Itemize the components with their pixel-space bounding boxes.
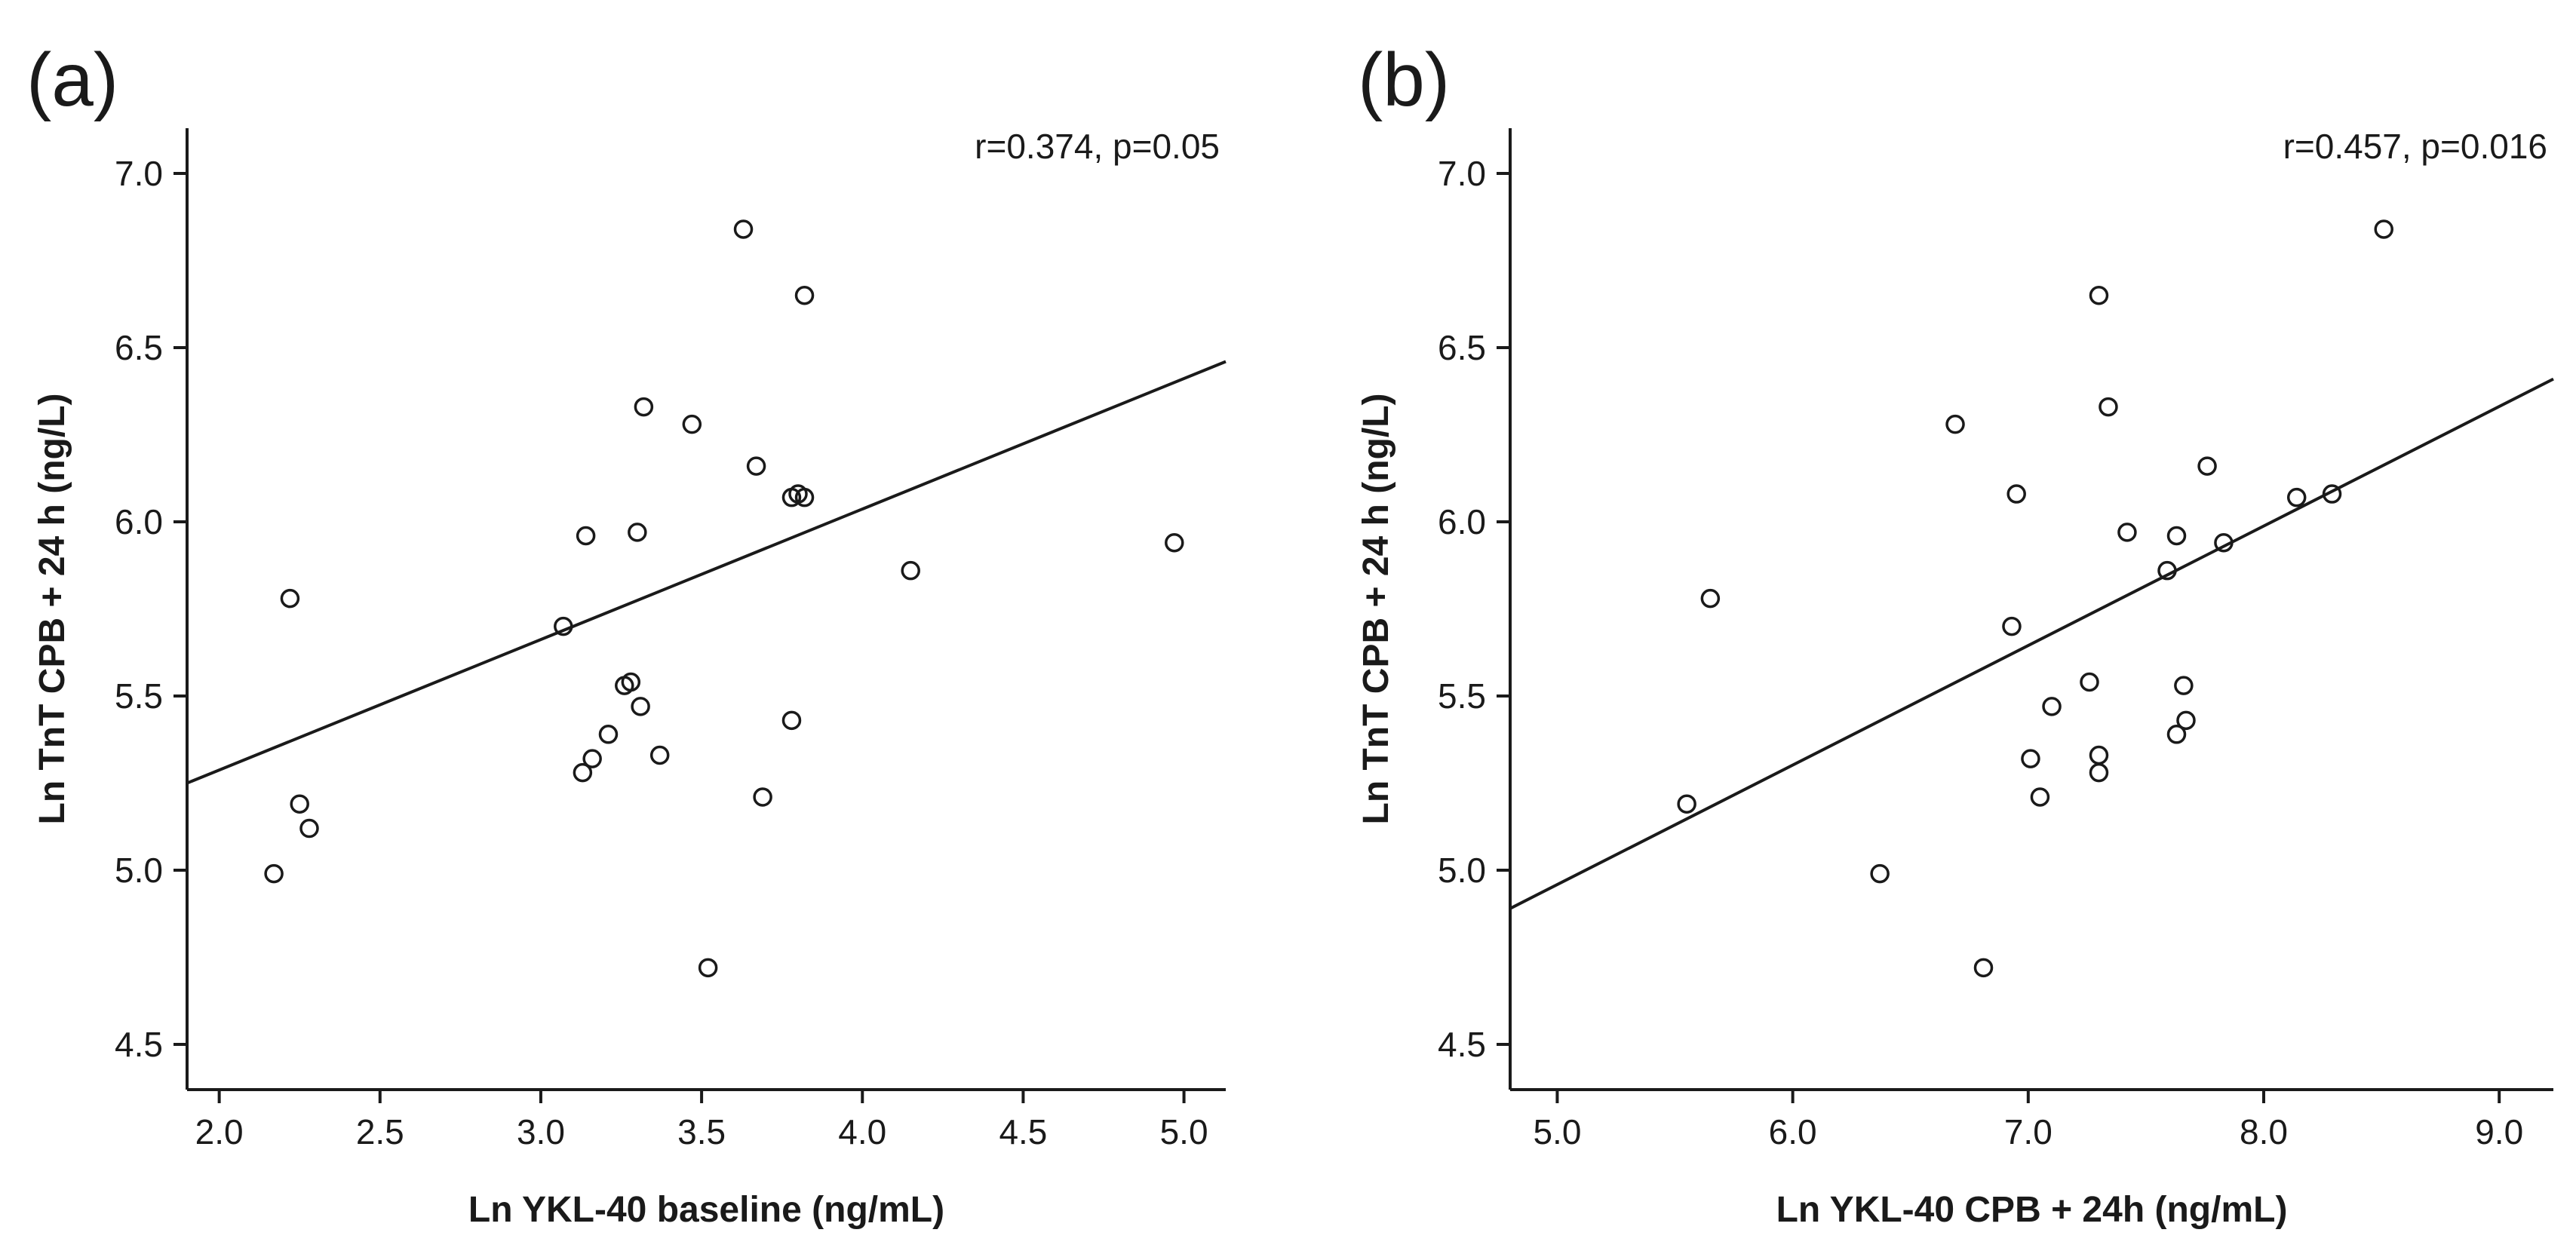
correlation-annotation: r=0.374, p=0.05 [975, 127, 1220, 166]
data-point [1973, 958, 1994, 978]
y-tick-label: 7.0 [1438, 154, 1486, 193]
data-point [753, 787, 772, 807]
data-point [746, 456, 766, 476]
data-point [2176, 710, 2196, 731]
data-point [621, 672, 641, 692]
data-point [2006, 484, 2026, 504]
data-point [598, 725, 619, 744]
data-point [2089, 285, 2109, 305]
panel-a: 2.0 2.5 3.0 3.5 4.0 4.5 5.0 4.5 5.0 5.5 6.0 6.5 7.0 L… [26, 38, 1227, 1230]
y-tick-label: 5.5 [1438, 676, 1486, 716]
data-point [682, 414, 702, 434]
x-tick-label: 8.0 [2240, 1112, 2288, 1151]
data-point [794, 285, 815, 305]
data-point [628, 523, 647, 542]
x-tick-label: 5.0 [1160, 1112, 1208, 1151]
data-point [264, 863, 284, 884]
x-tick-label: 4.5 [999, 1112, 1047, 1151]
x-tick-label: 3.5 [677, 1112, 726, 1151]
data-point [2374, 219, 2393, 239]
data-point [631, 697, 650, 716]
x-tick-label: 6.0 [1769, 1112, 1817, 1151]
data-point [2089, 745, 2109, 765]
data-point [280, 588, 300, 609]
panel-label: (b) [1358, 38, 1450, 122]
data-point [649, 745, 670, 765]
data-point [2174, 676, 2194, 695]
data-point [2030, 787, 2050, 807]
y-tick-label: 5.5 [115, 676, 163, 716]
data-point [733, 219, 754, 239]
data-point [2166, 526, 2187, 546]
x-tick-label: 3.0 [517, 1112, 565, 1151]
y-tick-label: 5.0 [1438, 851, 1486, 890]
panel-label: (a) [26, 38, 118, 122]
data-point [2166, 725, 2187, 744]
data-point [1870, 863, 1890, 884]
y-tick-label: 4.5 [115, 1025, 163, 1064]
x-tick-label: 9.0 [2475, 1112, 2523, 1151]
data-point [634, 397, 654, 417]
data-point [2117, 523, 2137, 542]
y-tick-label: 7.0 [115, 154, 163, 193]
data-point [2021, 749, 2040, 768]
data-point [2042, 697, 2062, 716]
data-point [781, 710, 802, 731]
data-point [2089, 762, 2109, 783]
data-point [2157, 560, 2177, 581]
data-point [1165, 532, 1184, 553]
data-point [290, 794, 309, 814]
data-point [698, 958, 718, 978]
x-tick-label: 2.5 [356, 1112, 404, 1151]
y-tick-label: 6.0 [1438, 502, 1486, 541]
y-axis-label: Ln TnT CPB + 24 h (ng/L) [32, 394, 72, 825]
regression-line [186, 360, 1227, 785]
y-axis-label: Ln TnT CPB + 24 h (ng/L) [1356, 394, 1396, 825]
correlation-annotation: r=0.457, p=0.016 [2283, 127, 2547, 166]
data-point [2286, 487, 2307, 507]
data-point [2080, 672, 2099, 692]
x-tick-label: 4.0 [838, 1112, 886, 1151]
y-tick-label: 6.5 [1438, 328, 1486, 367]
data-point [573, 762, 593, 783]
data-point [901, 560, 920, 581]
x-axis-label: Ln YKL-40 baseline (ng/mL) [468, 1190, 944, 1230]
data-point [1700, 588, 1721, 609]
data-point [582, 749, 602, 768]
data-point [576, 526, 596, 546]
data-point [2214, 532, 2234, 553]
data-point [1677, 794, 1696, 814]
x-tick-label: 7.0 [2004, 1112, 2053, 1151]
y-tick-label: 4.5 [1438, 1025, 1486, 1064]
data-point [2322, 484, 2342, 504]
x-tick-label: 2.0 [195, 1112, 244, 1151]
data-point [2002, 616, 2022, 636]
data-point [2197, 456, 2217, 476]
data-point [1945, 414, 1965, 434]
regression-line [1509, 377, 2554, 910]
y-tick-label: 6.5 [115, 328, 163, 367]
panel-b: 5.0 6.0 7.0 8.0 9.0 4.5 5.0 5.5 6.0 6.5 7.0 Ln YKL-… [1356, 38, 2554, 1230]
data-point [2099, 397, 2118, 417]
y-tick-label: 6.0 [115, 502, 163, 541]
x-axis-label: Ln YKL-40 CPB + 24h (ng/mL) [1776, 1190, 2288, 1230]
data-point [554, 616, 573, 636]
data-point [299, 818, 319, 839]
data-point [794, 487, 815, 507]
x-tick-label: 5.0 [1533, 1112, 1581, 1151]
y-tick-label: 5.0 [115, 851, 163, 890]
